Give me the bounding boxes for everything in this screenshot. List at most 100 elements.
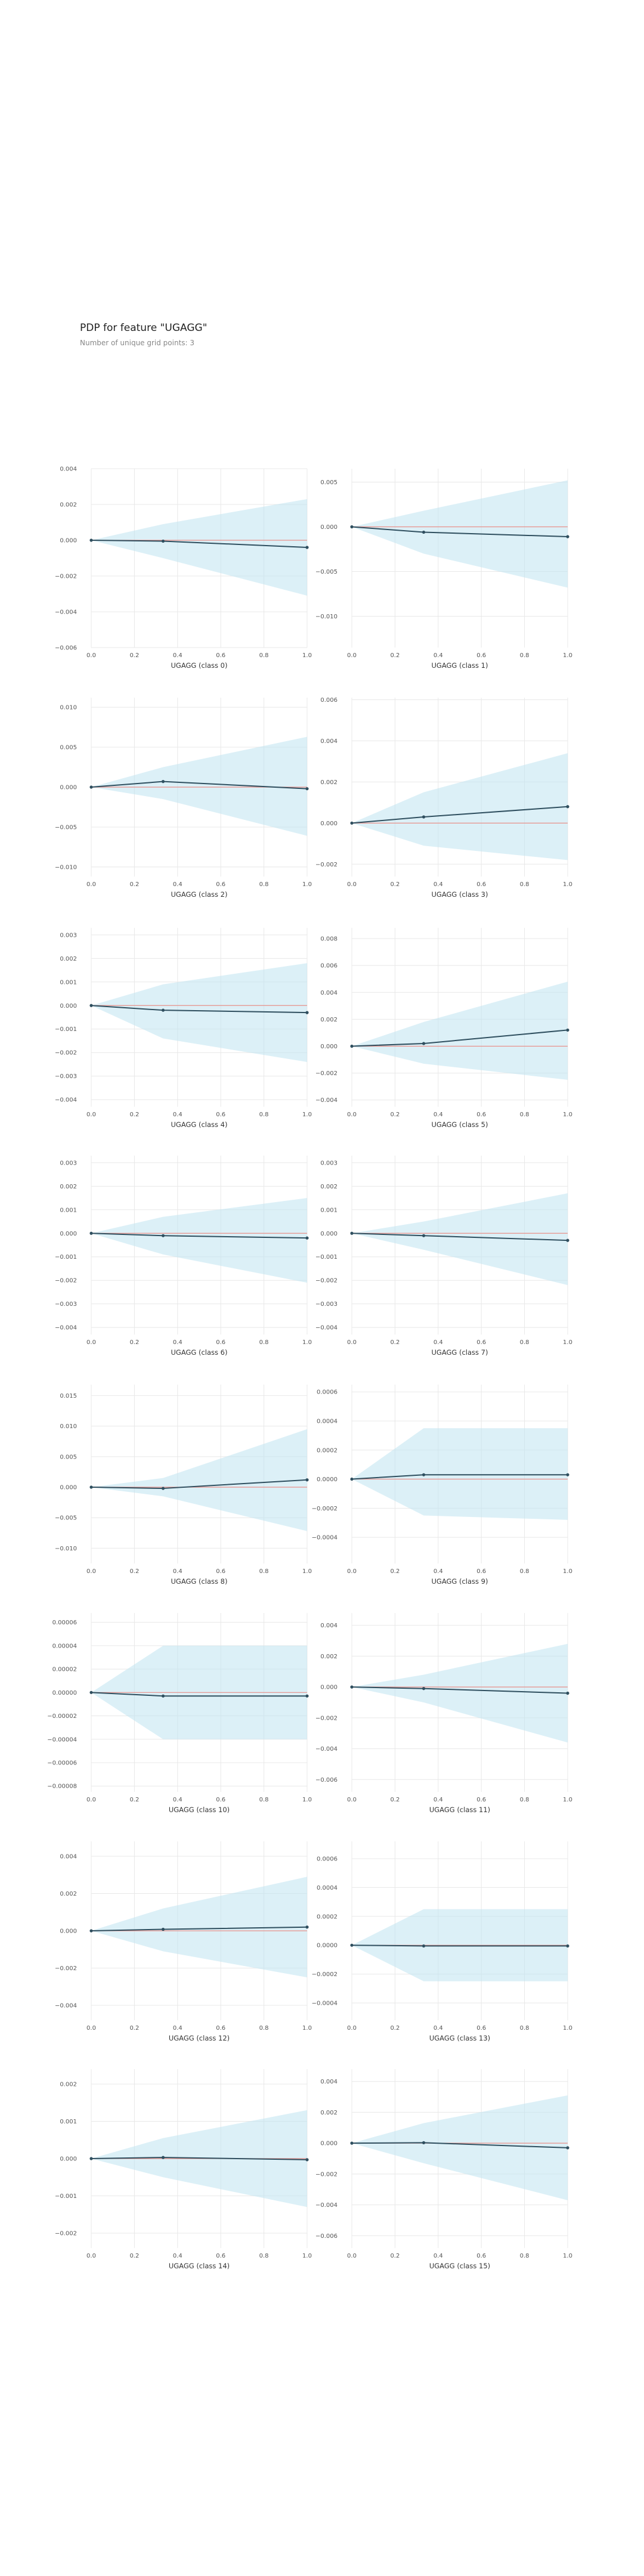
x-tick-label: 1.0 xyxy=(302,2253,312,2259)
x-tick-label: 0.6 xyxy=(476,2253,486,2259)
x-tick-label: 0.6 xyxy=(216,881,225,888)
x-tick-label: 0.8 xyxy=(520,2025,530,2032)
y-tick-label: 0.002 xyxy=(320,2110,338,2116)
x-tick-label: 1.0 xyxy=(302,881,312,888)
x-axis-label: UGAGG (class 9) xyxy=(432,1577,488,1586)
pdp-panel-4: 0.0 0.2 0.4 0.6 0.8 1.0 0.003 0.002 0.001 0.000 −0… xyxy=(55,928,312,1129)
y-tick-label: −0.002 xyxy=(315,862,338,868)
x-tick-label: 0.0 xyxy=(347,881,357,888)
pdp-point xyxy=(566,1944,569,1948)
x-tick-label: 0.4 xyxy=(434,1339,443,1346)
pdp-point xyxy=(350,1044,354,1048)
x-axis-label: UGAGG (class 7) xyxy=(432,1348,488,1357)
y-tick-label: −0.003 xyxy=(55,1073,77,1080)
x-tick-label: 1.0 xyxy=(563,1339,572,1346)
y-tick-label: −0.001 xyxy=(55,1026,77,1033)
y-tick-label: 0.002 xyxy=(60,1184,77,1190)
x-tick-label: 0.4 xyxy=(173,1797,182,1803)
x-axis-label: UGAGG (class 11) xyxy=(429,1806,490,1814)
pdp-point xyxy=(422,1234,426,1237)
pdp-point xyxy=(350,525,354,529)
x-axis-label: UGAGG (class 8) xyxy=(171,1577,228,1586)
x-tick-label: 0.6 xyxy=(216,1111,225,1118)
x-tick-label: 0.6 xyxy=(476,1111,486,1118)
x-tick-label: 0.4 xyxy=(173,881,182,888)
x-tick-label: 0.0 xyxy=(86,881,96,888)
y-tick-label: 0.002 xyxy=(320,1654,338,1660)
y-tick-label: −0.002 xyxy=(55,1965,77,1972)
y-tick-label: −0.004 xyxy=(55,609,77,616)
pdp-point xyxy=(305,1011,309,1014)
x-tick-label: 1.0 xyxy=(302,652,312,659)
x-tick-label: 1.0 xyxy=(563,2253,572,2259)
pdp-point xyxy=(566,1028,569,1032)
y-tick-label: −0.004 xyxy=(55,1325,77,1332)
y-tick-label: 0.001 xyxy=(320,1207,338,1213)
x-tick-label: 0.0 xyxy=(347,1111,357,1118)
pdp-point xyxy=(350,2141,354,2145)
x-axis-label: UGAGG (class 0) xyxy=(171,661,228,670)
y-tick-label: 0.001 xyxy=(60,2119,77,2125)
pdp-point xyxy=(566,535,569,538)
pdp-point xyxy=(422,1042,426,1045)
x-tick-label: 0.4 xyxy=(173,1568,182,1575)
pdp-point xyxy=(89,1231,93,1235)
x-tick-label: 0.8 xyxy=(259,2253,269,2259)
y-tick-label: −0.0004 xyxy=(312,2000,338,2007)
y-tick-label: 0.0002 xyxy=(317,1914,338,1920)
x-tick-label: 0.4 xyxy=(434,1568,443,1575)
x-tick-label: 0.6 xyxy=(476,2025,486,2032)
pdp-point xyxy=(89,1485,93,1489)
pdp-point xyxy=(305,2158,309,2162)
x-axis-label: UGAGG (class 12) xyxy=(169,2034,230,2042)
x-tick-label: 0.8 xyxy=(259,1339,269,1346)
y-tick-label: 0.000 xyxy=(60,538,77,544)
x-tick-label: 0.6 xyxy=(216,1568,225,1575)
y-tick-label: −0.002 xyxy=(315,1070,338,1077)
y-tick-label: 0.000 xyxy=(60,1485,77,1491)
x-tick-label: 0.6 xyxy=(216,1339,225,1346)
x-tick-label: 1.0 xyxy=(302,1568,312,1575)
x-tick-label: 0.8 xyxy=(520,881,530,888)
x-tick-label: 0.2 xyxy=(390,2025,400,2032)
y-tick-label: 0.000 xyxy=(320,1231,338,1237)
pdp-point xyxy=(161,539,165,543)
page-title: PDP for feature "UGAGG" xyxy=(80,322,208,334)
x-tick-label: 1.0 xyxy=(563,2025,572,2032)
confidence-band xyxy=(91,963,307,1062)
pdp-panel-10: 0.0 0.2 0.4 0.6 0.8 1.0 0.00006 0.00004 0.00002 0… xyxy=(47,1613,312,1814)
pdp-panel-14: 0.0 0.2 0.4 0.6 0.8 1.0 0.002 0.001 0.000 −0.001 −… xyxy=(55,2069,312,2270)
pdp-point xyxy=(89,1929,93,1933)
x-tick-label: 0.2 xyxy=(390,2253,400,2259)
y-tick-label: −0.006 xyxy=(315,2233,338,2240)
pdp-point xyxy=(305,546,309,549)
x-tick-label: 0.0 xyxy=(86,2025,96,2032)
x-tick-label: 1.0 xyxy=(302,1339,312,1346)
x-axis-label: UGAGG (class 6) xyxy=(171,1348,228,1357)
y-tick-label: 0.002 xyxy=(60,2082,77,2088)
x-tick-label: 0.8 xyxy=(259,2025,269,2032)
confidence-band xyxy=(91,1429,307,1531)
pdp-point xyxy=(161,1008,165,1012)
confidence-band xyxy=(352,753,568,860)
y-tick-label: −0.004 xyxy=(315,1746,338,1753)
pdp-point xyxy=(305,1694,309,1698)
pdp-point xyxy=(350,821,354,825)
x-tick-label: 0.0 xyxy=(347,1568,357,1575)
x-tick-label: 0.2 xyxy=(390,881,400,888)
x-tick-label: 0.8 xyxy=(520,1339,530,1346)
x-tick-label: 0.2 xyxy=(129,1111,139,1118)
confidence-band xyxy=(352,2095,568,2200)
y-tick-label: 0.000 xyxy=(320,2141,338,2147)
y-tick-label: −0.002 xyxy=(55,2231,77,2237)
x-tick-label: 0.8 xyxy=(259,652,269,659)
y-tick-label: −0.010 xyxy=(55,1546,77,1552)
y-tick-label: 0.0000 xyxy=(317,1476,338,1483)
y-tick-label: 0.008 xyxy=(320,936,338,943)
x-tick-label: 0.8 xyxy=(259,1568,269,1575)
confidence-band xyxy=(91,499,307,596)
y-tick-label: 0.005 xyxy=(320,479,338,486)
y-tick-label: 0.000 xyxy=(320,1044,338,1050)
x-tick-label: 0.2 xyxy=(129,881,139,888)
y-tick-label: 0.00000 xyxy=(52,1690,77,1696)
